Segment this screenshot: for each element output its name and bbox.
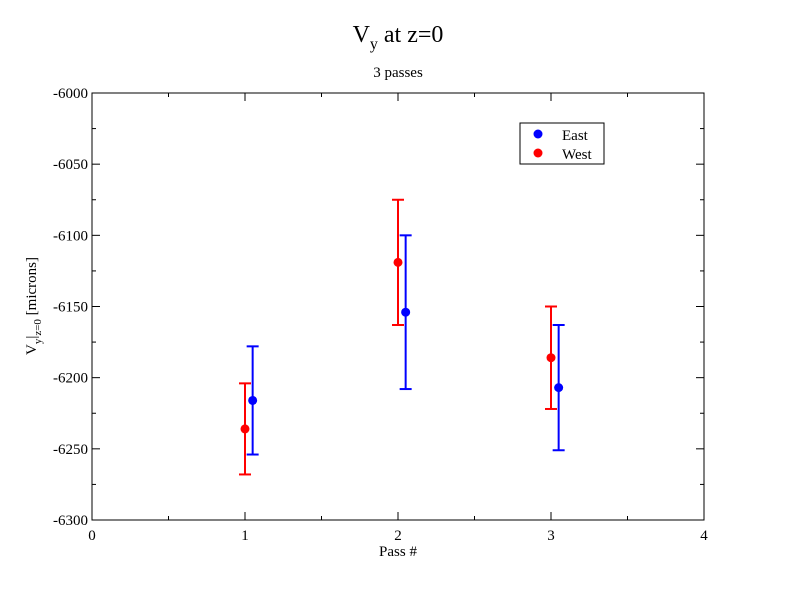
- legend: East West: [519, 122, 605, 165]
- y-tick-label: -6300: [53, 513, 88, 529]
- y-tick-label: -6150: [53, 300, 88, 316]
- y-axis-label-bar: |: [24, 336, 40, 339]
- x-tick-label: 0: [88, 528, 96, 544]
- y-axis-label-sub1: y: [32, 338, 44, 344]
- x-tick-label: 4: [700, 528, 708, 544]
- legend-marker-west: [533, 148, 543, 158]
- data-point-west: [393, 257, 403, 267]
- y-axis-label-base: V: [24, 344, 40, 355]
- chart-title-main: V: [353, 22, 371, 48]
- chart-title-subscript: y: [370, 36, 378, 53]
- x-tick-label: 2: [394, 528, 402, 544]
- data-point-east: [554, 383, 564, 393]
- chart-title-suffix: at z=0: [378, 22, 444, 48]
- x-axis-label: Pass #: [379, 544, 417, 560]
- legend-label-east: East: [562, 128, 589, 144]
- y-tick-label: -6050: [53, 157, 88, 173]
- x-tick-label: 1: [241, 528, 249, 544]
- chart-title: Vy at z=0: [353, 22, 444, 53]
- data-point-west: [546, 353, 556, 363]
- y-axis-label-sub2: z=0: [32, 319, 44, 336]
- y-tick-label: -6000: [53, 86, 88, 102]
- y-axis-label-unit: [microns]: [24, 257, 40, 319]
- legend-label-west: West: [562, 147, 592, 163]
- data-point-east: [401, 307, 411, 317]
- y-tick-label: -6250: [53, 442, 88, 458]
- y-tick-label: -6100: [53, 228, 88, 244]
- chart-subtitle: 3 passes: [373, 65, 423, 81]
- data-point-east: [248, 395, 258, 405]
- legend-box: [519, 122, 605, 165]
- x-tick-label: 3: [547, 528, 555, 544]
- axes: 0 1 2 3 4 -6300 -6250 -6200 -6150 -6100 -6050 -6000: [53, 86, 708, 544]
- data-marks: [239, 198, 565, 476]
- data-point-west: [240, 424, 250, 434]
- y-axis-label: Vy|z=0 [microns]: [24, 257, 44, 355]
- y-tick-label: -6200: [53, 371, 88, 387]
- legend-marker-east: [533, 129, 543, 139]
